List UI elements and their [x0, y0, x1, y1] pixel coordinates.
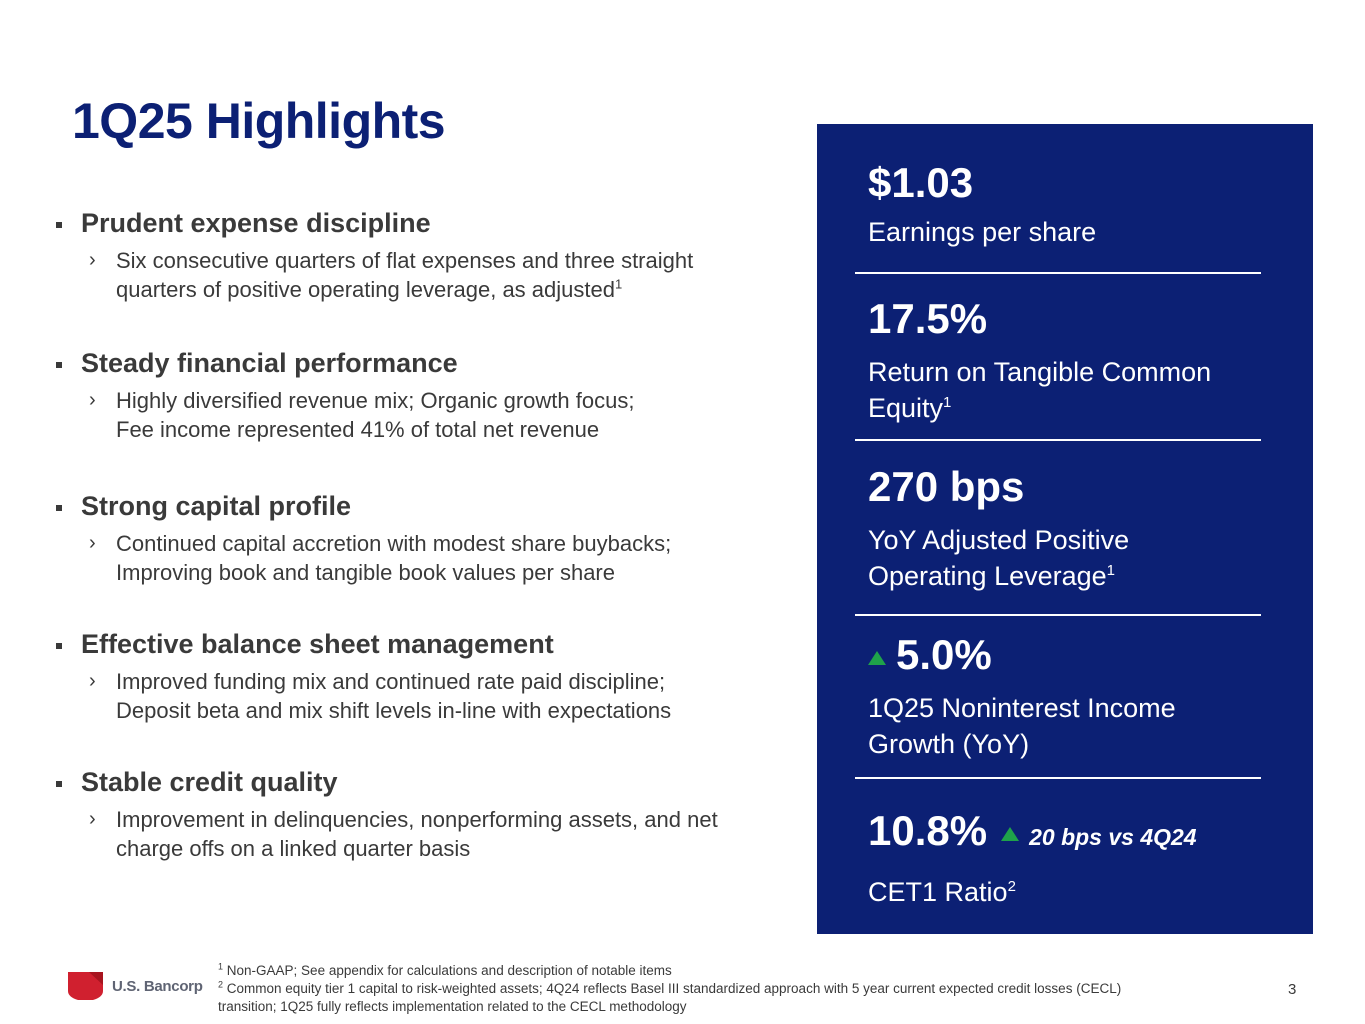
up-arrow-icon: [868, 650, 886, 665]
chevron-right-icon: ›: [89, 249, 96, 271]
metric-label: 1Q25 Noninterest Income Growth (YoY): [868, 693, 1176, 759]
footnote-ref: 1: [1106, 562, 1116, 579]
metric-cet1: 10.8% 20 bps vs 4Q24 CET1 Ratio2: [868, 806, 1288, 910]
metric-value: $1.03: [868, 159, 974, 206]
metric-label: CET1 Ratio2: [868, 877, 1016, 907]
bullet-balance-sheet: Effective balance sheet management › Impr…: [52, 627, 812, 725]
bullet-text-line: Six consecutive quarters of flat expense…: [116, 248, 694, 273]
bullet-marker: [56, 505, 62, 511]
metric-label: Return on Tangible Common Equity1: [868, 357, 1212, 423]
bullet-marker: [56, 643, 62, 649]
divider: [855, 777, 1261, 779]
chevron-right-icon: ›: [89, 389, 96, 411]
chevron-right-icon: ›: [89, 808, 96, 830]
bullet-expense: Prudent expense discipline › Six consecut…: [52, 206, 812, 304]
divider: [855, 614, 1261, 616]
bullet-text-line: Improvement in delinquencies, nonperform…: [116, 807, 718, 832]
metric-value: 17.5%: [868, 295, 988, 342]
metric-noninterest-income: 5.0% 1Q25 Noninterest Income Growth (YoY): [868, 630, 1288, 762]
logo-text: U.S. Bancorp: [112, 977, 203, 995]
chevron-right-icon: ›: [89, 532, 96, 554]
bullet-text-line: Improved funding mix and continued rate …: [116, 669, 666, 694]
footnote-ref: 1: [614, 276, 623, 292]
bullet-performance: Steady financial performance › Highly div…: [52, 346, 812, 444]
footnotes: 1 Non-GAAP; See appendix for calculation…: [218, 962, 1258, 1016]
metric-label: Earnings per share: [868, 217, 1097, 247]
bullet-text-line: quarters of positive operating leverage,…: [116, 277, 615, 302]
bullet-text-line: Continued capital accretion with modest …: [116, 531, 672, 556]
shield-logo-icon: [68, 972, 103, 1000]
page-number: 3: [1288, 981, 1297, 998]
bullet-text-line: charge offs on a linked quarter basis: [116, 836, 471, 861]
footnote-2: 2 Common equity tier 1 capital to risk-w…: [218, 979, 1122, 1014]
bullet-heading: Stable credit quality: [81, 767, 338, 797]
company-logo: U.S. Bancorp: [67, 971, 203, 1001]
bullet-heading: Strong capital profile: [81, 491, 352, 521]
metric-value: 5.0%: [868, 630, 1288, 680]
bullet-text-line: Improving book and tangible book values …: [116, 560, 615, 585]
bullet-heading: Steady financial performance: [81, 348, 458, 378]
bullet-text-line: Fee income represented 41% of total net …: [116, 417, 600, 442]
page-title: 1Q25 Highlights: [72, 93, 446, 149]
metric-value: 10.8% 20 bps vs 4Q24: [868, 807, 1197, 854]
bullet-marker: [56, 362, 62, 368]
footnote-ref: 2: [1007, 878, 1016, 895]
chevron-right-icon: ›: [89, 670, 96, 692]
footnote-ref: 1: [943, 394, 952, 411]
bullet-marker: [56, 781, 62, 787]
metric-delta: 20 bps vs 4Q24: [1029, 824, 1197, 850]
footnote-1: 1 Non-GAAP; See appendix for calculation…: [218, 961, 672, 978]
bullet-heading: Effective balance sheet management: [81, 629, 554, 659]
divider: [855, 439, 1261, 441]
metric-value: 270 bps: [868, 463, 1025, 510]
metrics-panel: $1.03 Earnings per share 17.5% Return on…: [817, 124, 1313, 934]
bullet-heading: Prudent expense discipline: [81, 208, 431, 238]
bullet-text-line: Highly diversified revenue mix; Organic …: [116, 388, 635, 413]
up-arrow-icon: [1001, 826, 1020, 841]
divider: [855, 272, 1261, 274]
bullet-capital: Strong capital profile › Continued capita…: [52, 489, 812, 587]
metric-rotce: 17.5% Return on Tangible Common Equity1: [868, 294, 1288, 426]
metric-operating-leverage: 270 bps YoY Adjusted Positive Operating L…: [868, 462, 1288, 594]
metric-eps: $1.03 Earnings per share: [868, 158, 1288, 250]
bullet-marker: [56, 222, 62, 228]
bullet-text-line: Deposit beta and mix shift levels in-lin…: [116, 698, 672, 723]
metric-label: YoY Adjusted Positive Operating Leverage1: [868, 525, 1130, 591]
bullet-credit: Stable credit quality › Improvement in de…: [52, 765, 812, 863]
